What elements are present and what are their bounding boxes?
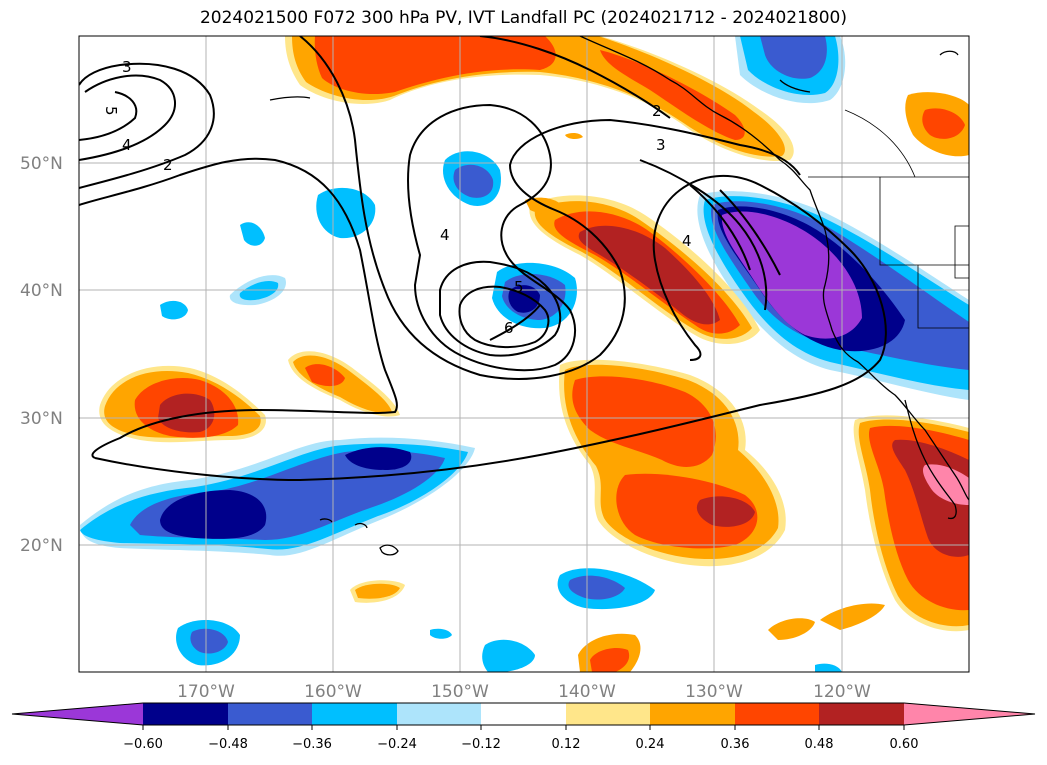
positive-anomaly-west-subtropical — [99, 351, 400, 443]
ivt-field: 3 5 4 2 2 3 4 4 5 6 — [79, 36, 969, 672]
lat-label-20n: 20°N — [20, 536, 63, 556]
colorbar-segment — [312, 703, 397, 725]
contour-labels: 3 5 4 2 2 3 4 4 5 6 — [102, 58, 692, 337]
colorbar-extend-high — [904, 703, 1035, 725]
lon-label-120w: 120°W — [813, 682, 871, 702]
colorbar-segment — [566, 703, 650, 725]
contour-label: 2 — [652, 102, 662, 120]
positive-anomaly-gulf-alaska — [285, 36, 969, 161]
colorbar-tick-label: 0.24 — [636, 737, 665, 752]
negative-anomaly-gulf-alaska — [735, 36, 846, 104]
colorbar-tick-label: 0.36 — [721, 737, 750, 752]
contour-label: 3 — [656, 136, 666, 154]
contour-label: 5 — [102, 106, 120, 116]
lat-label-40n: 40°N — [20, 281, 63, 301]
borders — [808, 109, 969, 329]
lon-label-170w: 170°W — [177, 682, 235, 702]
latitude-labels: 20°N 30°N 40°N 50°N — [20, 154, 63, 556]
lon-label-150w: 150°W — [431, 682, 489, 702]
contour-label: 2 — [163, 156, 173, 174]
positive-anomaly-small-blobs — [350, 132, 885, 672]
colorbar-tick-label: −0.12 — [461, 737, 501, 752]
colorbar-tick-label: −0.36 — [292, 737, 332, 752]
colorbar-extend-low — [12, 703, 143, 725]
colorbar-tick-label: −0.48 — [208, 737, 248, 752]
colorbar-tick-label: 0.60 — [890, 737, 919, 752]
contour-label: 4 — [122, 136, 132, 154]
positive-anomaly-baja — [853, 415, 969, 632]
colorbar-tick-label: −0.24 — [377, 737, 417, 752]
gridlines — [79, 36, 969, 672]
map-frame — [78, 35, 970, 673]
contour-label: 4 — [440, 226, 450, 244]
colorbar-segment — [481, 703, 566, 725]
coastlines — [269, 36, 969, 556]
colorbar: −0.60 −0.48 −0.36 −0.24 −0.12 0.12 0.24 … — [11, 702, 1036, 752]
colorbar-tick-label: 0.48 — [805, 737, 834, 752]
lat-label-50n: 50°N — [20, 154, 63, 174]
contour-label: 3 — [122, 58, 132, 76]
colorbar-segment — [228, 703, 312, 725]
lon-label-130w: 130°W — [685, 682, 743, 702]
map-title: 2024021500 F072 300 hPa PV, IVT Landfall… — [199, 8, 847, 28]
colorbar-tick-label: −0.60 — [123, 737, 163, 752]
lat-label-30n: 30°N — [20, 409, 63, 429]
contour-label: 5 — [514, 278, 524, 296]
colorbar-segment — [735, 703, 819, 725]
colorbar-tick-label: 0.12 — [552, 737, 581, 752]
contour-label: 6 — [504, 319, 514, 337]
longitude-labels: 170°W 160°W 150°W 140°W 130°W 120°W — [177, 682, 871, 702]
contour-label: 4 — [682, 232, 692, 250]
colorbar-segment — [143, 703, 228, 725]
negative-anomaly-west-coast — [697, 191, 969, 400]
colorbar-segment — [650, 703, 735, 725]
colorbar-segment — [397, 703, 481, 725]
pv-contours — [79, 36, 887, 482]
lon-label-140w: 140°W — [558, 682, 616, 702]
lon-label-160w: 160°W — [304, 682, 362, 702]
negative-anomaly-subtropical-band — [80, 437, 475, 556]
colorbar-segment — [819, 703, 904, 725]
